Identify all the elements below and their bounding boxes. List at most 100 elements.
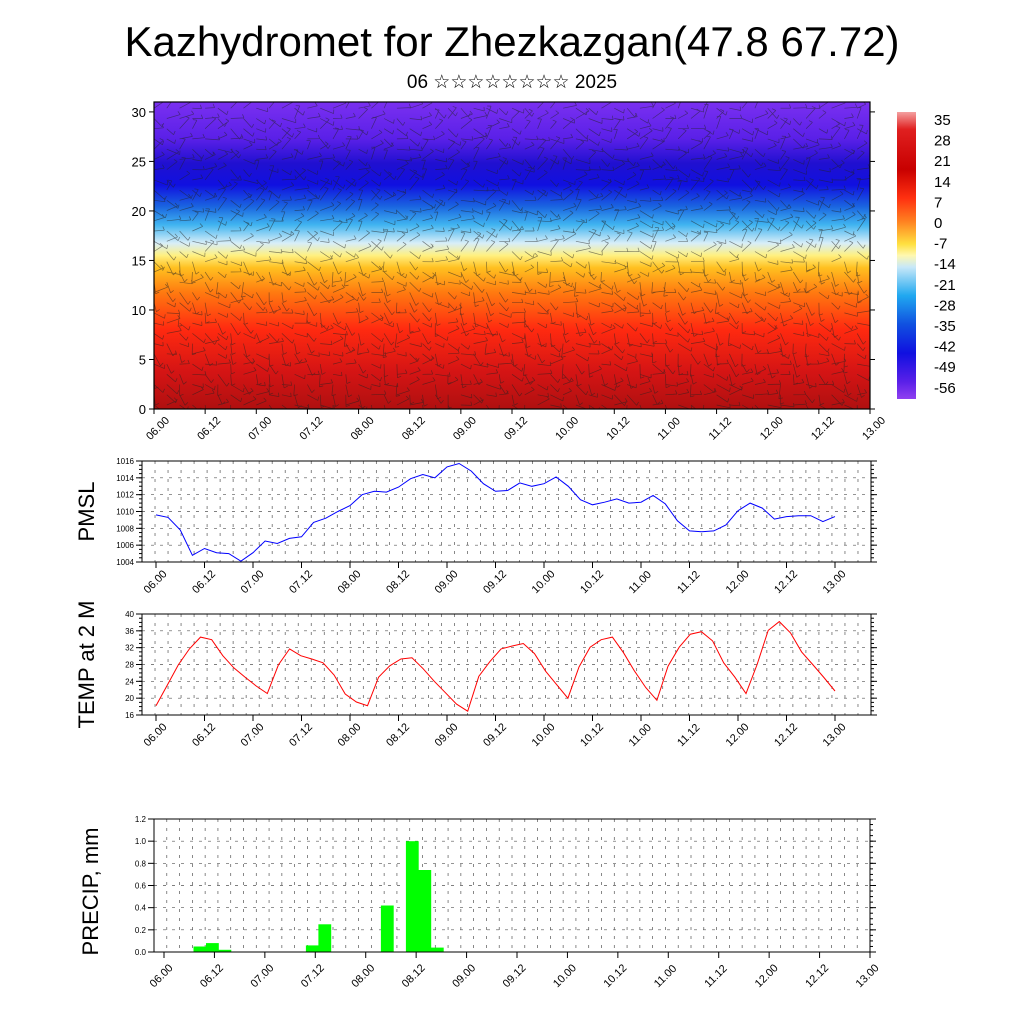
precip-ytick-label: 0.6 (135, 882, 147, 891)
heatmap-ytick-label: 15 (132, 253, 146, 268)
temp-grid (142, 614, 871, 715)
pmsl-ytick-label: 1014 (116, 474, 134, 483)
precip-ytick-label: 0.2 (135, 926, 147, 935)
pmsl-xtick-label: 12.12 (772, 568, 800, 596)
pmsl-grid (142, 461, 871, 562)
temp-xtick-label: 12.12 (772, 721, 800, 749)
pmsl-xtick-label: 10.12 (578, 568, 606, 596)
precip-grid (154, 819, 870, 952)
heatmap-xtick-label: 13.00 (860, 415, 888, 443)
colorbar-label: -7 (934, 236, 947, 253)
temp-xtick-label: 06.00 (142, 721, 170, 749)
temp-xtick-label: 09.12 (481, 721, 509, 749)
colorbar-label: -42 (934, 339, 956, 356)
colorbar-label: -14 (934, 256, 956, 273)
precip-xtick-label: 12.12 (803, 962, 831, 990)
colorbar-label: -28 (934, 297, 956, 314)
temp-xtick-label: 06.12 (190, 721, 218, 749)
temp-xtick-label: 12.00 (724, 721, 752, 749)
temp-xtick-label: 10.00 (530, 721, 558, 749)
heatmap-xtick-label: 10.12 (604, 415, 632, 443)
precip-xtick-label: 09.00 (450, 962, 478, 990)
colorbar-label: 0 (934, 215, 942, 232)
precip-xtick-label: 10.12 (601, 962, 629, 990)
precip-xtick-label: 09.12 (501, 962, 529, 990)
page-title: Kazhydromet for Zhezkazgan(47.8 67.72) (124, 18, 900, 65)
heatmap-xtick-label: 06.00 (144, 415, 172, 443)
colorbar-label: -49 (934, 359, 956, 376)
precip-xtick-label: 11.12 (702, 963, 729, 990)
temperature-cross-section: 0 5 10 15 20 25 30 06.00 06.12 07.00 07.12 08.00 08.… (132, 101, 888, 443)
temp-xtick-label: 07.00 (239, 721, 267, 749)
precip-xtick-label: 13.00 (854, 962, 882, 990)
precip-xtick-label: 12.00 (753, 962, 781, 990)
temp-xtick-label: 11.12 (675, 722, 702, 749)
pmsl-chart: 1004 1006 1008 1010 1012 1014 1016 06.00 06.12 07… (74, 457, 877, 596)
temp-xtick-label: 10.12 (578, 721, 606, 749)
precip-ylabel: PRECIP, mm (78, 828, 103, 956)
temp-xtick-label: 13.00 (821, 721, 849, 749)
temp-xtick-label: 11.00 (627, 722, 654, 749)
precip-xtick-label: 08.00 (349, 962, 377, 990)
heatmap-ytick-label: 20 (132, 204, 146, 219)
pmsl-xtick-label: 06.00 (142, 568, 170, 596)
heatmap-xtick-label: 07.12 (298, 415, 326, 443)
temp-ytick-label: 32 (125, 644, 134, 653)
heatmap-ytick-label: 30 (132, 105, 146, 120)
pmsl-xtick-label: 13.00 (821, 568, 849, 596)
pmsl-ytick-label: 1004 (116, 558, 134, 567)
pmsl-ytick-label: 1016 (116, 457, 134, 466)
precip-xtick-label: 07.00 (248, 962, 276, 990)
heatmap-xtick-label: 11.12 (707, 415, 734, 442)
temp-series-line (155, 620, 836, 712)
precip-chart: 0.0 0.2 0.4 0.6 0.8 1.0 1.2 06.00 06.12 07.00 07.1… (78, 815, 882, 990)
colorbar-label: 21 (934, 153, 951, 170)
pmsl-xtick-label: 10.00 (530, 568, 558, 596)
precip-ytick-label: 1.0 (135, 837, 147, 846)
pmsl-xtick-label: 07.12 (287, 568, 315, 596)
colorbar-label: 7 (934, 194, 942, 211)
temp-ytick-label: 24 (125, 677, 134, 686)
precip-xtick-label: 11.00 (652, 963, 679, 990)
temp-ytick-label: 40 (125, 610, 134, 619)
colorbar-label: -35 (934, 318, 956, 335)
heatmap-xtick-label: 08.12 (400, 415, 428, 443)
precip-bar (305, 945, 319, 952)
colorbar-label: 14 (934, 174, 951, 191)
heatmap-ytick-label: 10 (132, 303, 146, 318)
heatmap-ytick-label: 5 (139, 352, 146, 367)
precip-ytick-label: 1.2 (135, 815, 147, 824)
pmsl-ytick-label: 1008 (116, 524, 134, 533)
heatmap-fill (154, 102, 870, 409)
precip-ytick-label: 0.0 (135, 948, 147, 957)
precip-bar (206, 943, 219, 952)
heatmap-xtick-label: 11.00 (656, 415, 683, 442)
temp-ylabel: TEMP at 2 M (74, 601, 99, 729)
pmsl-ytick-label: 1006 (116, 541, 134, 550)
colorbar-label: 35 (934, 112, 951, 129)
heatmap-xtick-label: 09.00 (451, 415, 479, 443)
precip-ytick-label: 0.8 (135, 859, 147, 868)
page-subtitle: 06 ☆☆☆☆☆☆☆☆ 2025 (406, 72, 618, 93)
pmsl-xtick-label: 09.12 (481, 568, 509, 596)
temp-xtick-label: 08.12 (384, 721, 412, 749)
precip-bar (218, 949, 232, 952)
pmsl-xtick-label: 08.12 (384, 568, 412, 596)
temp-xtick-label: 09.00 (433, 721, 461, 749)
temp-xtick-label: 07.12 (287, 721, 315, 749)
pmsl-ytick-label: 1012 (116, 491, 134, 500)
colorbar-label: -21 (934, 277, 956, 294)
precip-bar (380, 905, 394, 952)
pmsl-xtick-label: 07.00 (239, 568, 267, 596)
heatmap-xtick-label: 12.12 (809, 415, 837, 443)
temp-ytick-label: 28 (125, 661, 134, 670)
temp-ytick-label: 16 (125, 711, 134, 720)
precip-xtick-label: 08.12 (400, 962, 428, 990)
heatmap-xtick-label: 07.00 (246, 415, 274, 443)
pmsl-series-line (155, 462, 836, 562)
precip-xtick-label: 10.00 (551, 962, 579, 990)
precip-xtick-label: 06.12 (198, 962, 226, 990)
precip-bar (193, 946, 207, 952)
pmsl-xtick-label: 12.00 (724, 568, 752, 596)
